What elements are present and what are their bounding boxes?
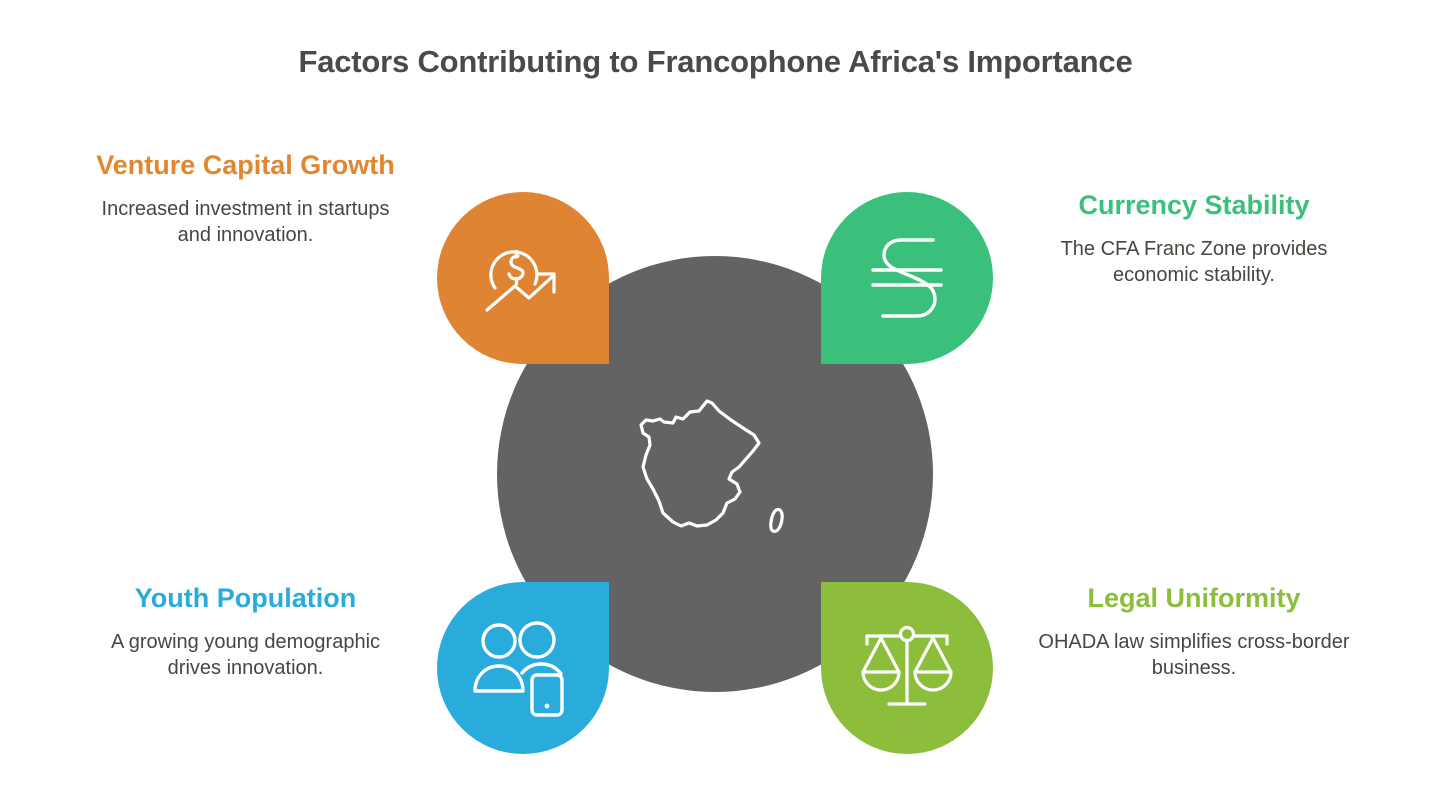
people-with-smartphone-icon xyxy=(473,621,564,717)
factor-text-venture-capital: Venture Capital Growth Increased investm… xyxy=(84,150,407,249)
petal-legal-uniformity[interactable] xyxy=(821,582,993,754)
petal-venture-capital[interactable] xyxy=(437,192,609,364)
factor-text-legal-uniformity: Legal Uniformity OHADA law simplifies cr… xyxy=(1034,583,1354,682)
factor-text-youth-population: Youth Population A growing young demogra… xyxy=(84,583,407,682)
petal-currency-stability[interactable] xyxy=(821,192,993,364)
factor-description-venture-capital: Increased investment in startups and inn… xyxy=(101,197,390,247)
scales-of-justice-icon xyxy=(861,625,953,706)
page-title: Factors Contributing to Francophone Afri… xyxy=(298,44,1133,79)
dollar-growth-chart-icon xyxy=(485,249,556,312)
factor-heading-venture-capital: Venture Capital Growth xyxy=(96,150,395,180)
france-map-icon xyxy=(639,399,784,533)
petal-youth-population[interactable] xyxy=(437,582,609,754)
factor-description-youth-population: A growing young demographic drives innov… xyxy=(110,630,381,680)
factor-heading-legal-uniformity: Legal Uniformity xyxy=(1087,583,1301,613)
factor-description-legal-uniformity: OHADA law simplifies cross-border busine… xyxy=(1038,630,1350,680)
factor-text-currency-stability: Currency Stability The CFA Franc Zone pr… xyxy=(1034,190,1354,289)
factor-description-currency-stability: The CFA Franc Zone provides economic sta… xyxy=(1060,237,1328,287)
currency-symbol-icon xyxy=(871,238,943,318)
factor-heading-youth-population: Youth Population xyxy=(134,583,357,613)
factor-heading-currency-stability: Currency Stability xyxy=(1078,190,1310,220)
